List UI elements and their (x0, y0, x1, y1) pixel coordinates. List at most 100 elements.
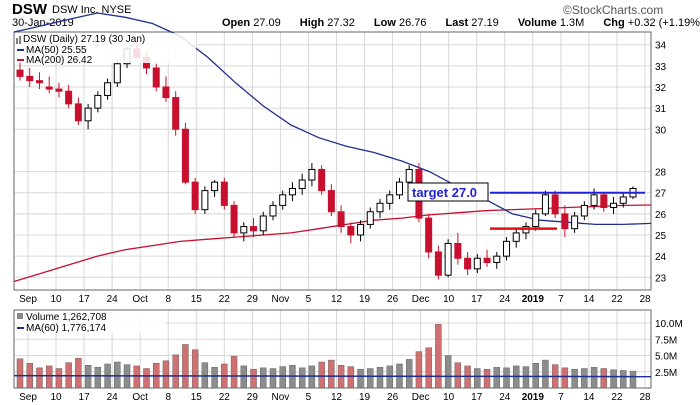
candle-body (493, 255, 501, 264)
volume-bar (308, 365, 316, 389)
volume-bar (415, 351, 423, 389)
date-tick-label: 24 (499, 392, 511, 403)
company-name: DSW Inc. NYSE (52, 4, 132, 16)
date-tick-label: 26 (387, 392, 399, 403)
price-axis: 23 24 25 26 27 28 30 31 32 33 34 (655, 41, 667, 285)
date-tick-label: 10 (443, 392, 455, 403)
quote-date: 30-Jan-2019 (12, 17, 74, 29)
date-tick-label: 8 (165, 392, 171, 403)
target-label: target 27.0 (412, 185, 477, 200)
date-tick-label: 22 (219, 392, 231, 403)
volume-bar (600, 368, 608, 389)
ticker-symbol: DSW (12, 1, 47, 18)
candle (357, 220, 365, 242)
volume-bar (269, 368, 277, 389)
volume-bar (435, 324, 442, 389)
date-tick-label: 24 (107, 294, 119, 305)
candle-body (16, 69, 24, 77)
candle-body (386, 194, 394, 204)
candle (610, 196, 618, 214)
volume-bar (55, 368, 63, 389)
candle-body (337, 211, 345, 228)
volume-bar (629, 370, 637, 389)
candle (259, 211, 267, 236)
candle (65, 84, 73, 109)
date-tick-label: Dec (412, 294, 430, 305)
volume-bar (182, 344, 189, 389)
price-tick-label: 28 (655, 168, 667, 179)
candle-body (347, 226, 355, 236)
ma60-line (13, 374, 652, 378)
price-tick-label: 30 (655, 125, 667, 136)
candle (571, 211, 579, 233)
volume-bar (522, 366, 530, 389)
volume-bar (328, 359, 335, 389)
candle (94, 91, 102, 113)
volume-bar (406, 359, 413, 389)
date-tick-label: 29 (247, 294, 259, 305)
candle (152, 63, 160, 92)
date-tick-label: 17 (79, 392, 91, 403)
candle (104, 78, 112, 100)
candle-body (551, 194, 559, 215)
volume-bar (590, 367, 598, 389)
candle-body (26, 75, 34, 82)
candle (172, 91, 180, 136)
candle (580, 201, 588, 221)
volume-bar (36, 367, 43, 389)
date-tick-label: 24 (107, 392, 119, 403)
ma50-line (13, 12, 652, 226)
volume-bar (240, 365, 247, 389)
candle-body (162, 86, 170, 99)
candle-body (473, 257, 481, 270)
candle (55, 82, 63, 98)
candle-body (503, 240, 511, 257)
volume-axis: 2.5M 5.0M 7.5M 10.0M (655, 319, 683, 379)
date-tick-label: 15 (191, 392, 203, 403)
volume-value: 1.3M (559, 17, 585, 29)
candles-layer (16, 40, 637, 280)
candle (318, 165, 326, 195)
high-label: High (299, 17, 325, 29)
legend-ma60: MA(60) 1,776,174 (26, 323, 106, 334)
candle-body (532, 213, 540, 228)
candle (269, 201, 277, 221)
date-tick-label: 28 (639, 294, 651, 305)
low-value: 26.76 (398, 17, 427, 29)
date-tick-label: Nov (272, 392, 290, 403)
candle (191, 177, 199, 214)
candle (600, 192, 608, 212)
candle-body (220, 181, 228, 206)
candle (298, 173, 306, 195)
date-tick-label: 28 (639, 392, 651, 403)
candle-body (45, 86, 53, 90)
candle (464, 251, 472, 276)
date-tick-label: Oct (132, 392, 148, 403)
candle-body (308, 168, 316, 181)
legend-volume: Volume 1,262,708 (26, 312, 107, 323)
candle-body (327, 190, 335, 213)
candle (541, 190, 549, 216)
target-annotation: target 27.0 (407, 182, 489, 202)
candle (162, 76, 170, 102)
candle-body (590, 194, 598, 206)
date-tick-label: Oct (132, 294, 148, 305)
candle (473, 254, 481, 274)
date-tick-label: 26 (387, 294, 399, 305)
price-tick-label: 32 (655, 83, 667, 94)
volume-bar (483, 368, 491, 389)
volume-bar (94, 367, 102, 389)
candle (211, 180, 219, 197)
candle (84, 103, 92, 130)
candle (113, 61, 121, 87)
candle-body (94, 94, 102, 109)
last-value: 27.19 (471, 17, 499, 29)
volume-bar (542, 359, 549, 389)
candle-body (395, 181, 403, 196)
volume-bar (474, 368, 481, 389)
date-tick-label: 5 (306, 392, 312, 403)
change-label: Chg (603, 17, 625, 29)
price-tick-label: 24 (655, 252, 667, 263)
price-tick-label: 31 (655, 104, 667, 115)
